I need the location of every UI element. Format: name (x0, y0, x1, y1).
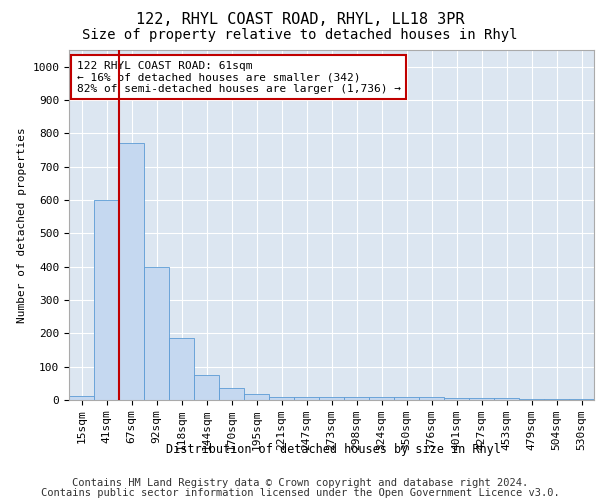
Bar (94, 200, 119, 400)
Bar (169, 338, 194, 400)
Bar (469, 398, 494, 400)
Bar (194, 375, 219, 400)
Text: Contains HM Land Registry data © Crown copyright and database right 2024.: Contains HM Land Registry data © Crown c… (72, 478, 528, 488)
Bar (269, 396, 294, 400)
Bar (244, 394, 269, 400)
Bar (369, 396, 394, 400)
Bar (519, 399, 544, 400)
Bar (219, 388, 244, 400)
Text: Distribution of detached houses by size in Rhyl: Distribution of detached houses by size … (166, 442, 500, 456)
Bar (294, 396, 319, 400)
Text: Size of property relative to detached houses in Rhyl: Size of property relative to detached ho… (82, 28, 518, 42)
Bar (544, 399, 569, 400)
Bar (144, 266, 169, 400)
Bar (569, 399, 594, 400)
Bar (69, 396, 94, 400)
Bar (394, 396, 419, 400)
Bar (119, 144, 144, 400)
Bar (494, 398, 519, 400)
Bar (344, 396, 369, 400)
Bar (444, 398, 469, 400)
Text: Contains public sector information licensed under the Open Government Licence v3: Contains public sector information licen… (41, 488, 559, 498)
Text: 122 RHYL COAST ROAD: 61sqm
← 16% of detached houses are smaller (342)
82% of sem: 122 RHYL COAST ROAD: 61sqm ← 16% of deta… (77, 60, 401, 94)
Text: 122, RHYL COAST ROAD, RHYL, LL18 3PR: 122, RHYL COAST ROAD, RHYL, LL18 3PR (136, 12, 464, 28)
Bar (419, 396, 444, 400)
Bar (319, 396, 344, 400)
Y-axis label: Number of detached properties: Number of detached properties (17, 127, 27, 323)
